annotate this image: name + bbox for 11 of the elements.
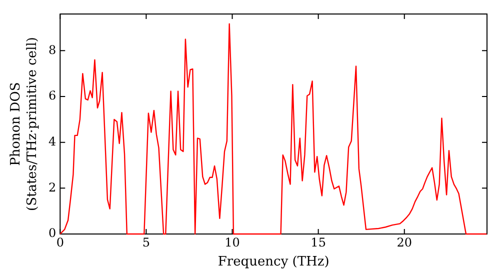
x-axis-title: Frequency (THz) (218, 254, 330, 270)
y-tick-label: 8 (48, 42, 56, 57)
x-tick-label: 15 (310, 235, 326, 250)
x-tick-label: 20 (396, 235, 412, 250)
x-tick-label: 10 (224, 235, 240, 250)
x-tick-label: 5 (142, 235, 150, 250)
y-axis-title: Phonon DOS (States/THz·primitive cell) (8, 36, 40, 212)
y-tick-label: 4 (48, 134, 56, 148)
y-tick-label: 2 (48, 180, 56, 194)
y-tick-label: 0 (48, 226, 56, 240)
y-tick-label: 6 (48, 88, 56, 103)
